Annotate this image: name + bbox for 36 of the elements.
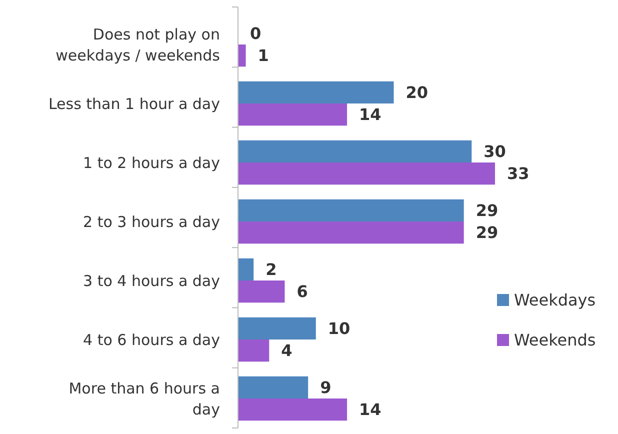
bar (238, 81, 394, 104)
bar (238, 340, 270, 362)
bar (238, 376, 308, 398)
bar (238, 280, 285, 303)
y-tick-label: Less than 1 hour a day (48, 94, 220, 113)
data-label: 10 (328, 319, 350, 338)
data-label: 29 (476, 223, 498, 242)
y-tick-label: More than 6 hours a day (68, 379, 220, 418)
y-tick-label: 2 to 3 hours a day (83, 212, 220, 231)
y-tick-label: Does not play on weekdays / weekends (56, 25, 220, 64)
data-label: 14 (359, 105, 382, 124)
bar (238, 140, 472, 162)
data-label: 29 (476, 201, 498, 220)
data-label: 33 (507, 164, 530, 184)
bar (238, 258, 254, 280)
legend-label: Weekends (514, 330, 596, 350)
bar (238, 317, 316, 340)
data-label: 6 (296, 282, 308, 302)
bar (238, 44, 246, 67)
y-tick-label: 4 to 6 hours a day (83, 330, 220, 349)
data-label: 0 (250, 24, 262, 44)
legend-label: Weekdays (514, 290, 596, 310)
bar (238, 222, 464, 244)
bar (238, 162, 495, 185)
data-label: 20 (406, 83, 428, 102)
bar (238, 398, 348, 421)
data-label: 30 (484, 142, 506, 162)
data-label: 4 (281, 341, 292, 360)
y-tick-label: 3 to 4 hours a day (83, 272, 220, 290)
y-tick-label: 1 to 2 hours a day (83, 154, 220, 172)
data-label: 9 (320, 378, 332, 398)
data-label: 1 (258, 46, 269, 66)
bar (238, 104, 348, 126)
data-label: 2 (266, 260, 277, 280)
data-label: 14 (359, 400, 382, 420)
bar (238, 199, 464, 222)
